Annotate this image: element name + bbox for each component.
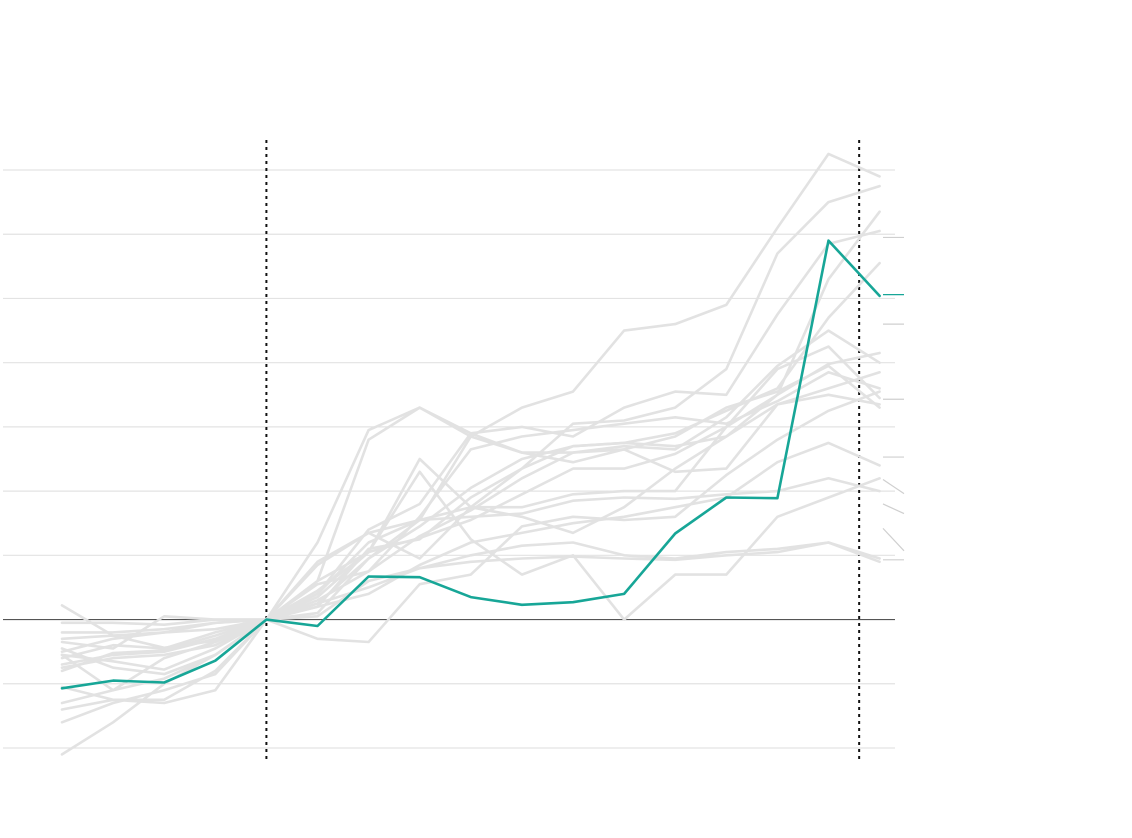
highlighted-series-line — [60, 239, 881, 690]
series-line — [60, 476, 881, 660]
series-line — [60, 370, 881, 711]
period-markers — [265, 140, 861, 760]
series-line — [60, 152, 881, 654]
series-line — [60, 393, 881, 666]
series-line — [60, 261, 881, 705]
end-tick — [882, 503, 905, 515]
series-line — [60, 441, 881, 670]
gridlines — [3, 169, 895, 749]
end-label-ticks — [882, 236, 905, 561]
series-line — [60, 210, 881, 676]
end-tick — [882, 527, 905, 552]
series-line — [60, 229, 881, 756]
end-tick — [882, 479, 905, 495]
series-lines — [60, 152, 881, 756]
series-line — [60, 541, 881, 641]
